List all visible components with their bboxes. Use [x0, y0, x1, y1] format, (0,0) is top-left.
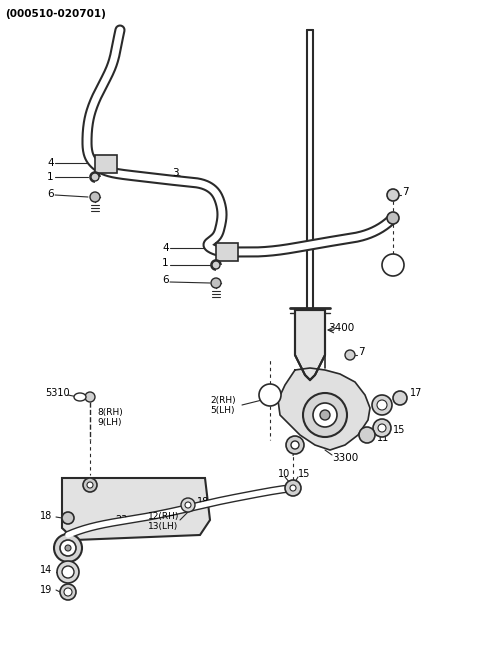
Circle shape: [85, 392, 95, 402]
FancyBboxPatch shape: [216, 243, 238, 261]
Text: 4: 4: [162, 243, 168, 253]
Text: 9(LH): 9(LH): [97, 417, 121, 426]
Circle shape: [212, 261, 220, 269]
Text: 12(RH): 12(RH): [148, 512, 180, 520]
Circle shape: [57, 561, 79, 583]
Circle shape: [62, 566, 74, 578]
Circle shape: [60, 584, 76, 600]
Text: 10: 10: [278, 469, 290, 479]
Text: 1: 1: [47, 172, 54, 182]
Circle shape: [90, 192, 100, 202]
Circle shape: [345, 350, 355, 360]
Circle shape: [64, 588, 72, 596]
Circle shape: [91, 173, 99, 181]
Text: 7: 7: [358, 347, 365, 357]
Text: 6: 6: [47, 189, 54, 199]
Text: 1: 1: [162, 258, 168, 268]
Text: 5310: 5310: [45, 388, 70, 398]
Circle shape: [373, 419, 391, 437]
Circle shape: [60, 540, 76, 556]
Text: 3400: 3400: [328, 323, 354, 333]
Circle shape: [286, 436, 304, 454]
Circle shape: [313, 403, 337, 427]
Circle shape: [83, 478, 97, 492]
Circle shape: [62, 512, 74, 524]
Circle shape: [372, 395, 392, 415]
Text: 11: 11: [377, 433, 389, 443]
Circle shape: [185, 502, 191, 508]
Text: A: A: [267, 390, 273, 400]
Circle shape: [387, 189, 399, 201]
Circle shape: [393, 391, 407, 405]
Circle shape: [387, 212, 399, 224]
Text: A: A: [390, 260, 396, 270]
Circle shape: [259, 384, 281, 406]
Text: 19: 19: [40, 585, 52, 595]
Text: 13(LH): 13(LH): [148, 522, 178, 531]
Circle shape: [303, 393, 347, 437]
Circle shape: [285, 480, 301, 496]
Text: 15: 15: [298, 469, 311, 479]
Circle shape: [378, 424, 386, 432]
Text: 16: 16: [395, 393, 407, 403]
Text: 6: 6: [162, 275, 168, 285]
Ellipse shape: [74, 393, 86, 401]
Circle shape: [181, 498, 195, 512]
Polygon shape: [278, 368, 370, 450]
Polygon shape: [295, 310, 325, 380]
Circle shape: [87, 482, 93, 488]
Text: 17: 17: [410, 388, 422, 398]
Circle shape: [382, 254, 404, 276]
Text: 18: 18: [40, 511, 52, 521]
Text: 15: 15: [393, 425, 406, 435]
Text: 2(RH): 2(RH): [210, 396, 236, 405]
Text: 14: 14: [40, 565, 52, 575]
Circle shape: [320, 410, 330, 420]
Text: 4: 4: [47, 158, 54, 168]
Circle shape: [182, 499, 194, 511]
Text: (000510-020701): (000510-020701): [5, 9, 106, 19]
Text: 8(RH): 8(RH): [97, 407, 123, 417]
Circle shape: [377, 400, 387, 410]
Text: 18: 18: [197, 497, 209, 507]
Circle shape: [65, 545, 71, 551]
Circle shape: [211, 278, 221, 288]
Text: 5(LH): 5(LH): [210, 405, 235, 415]
Text: 7: 7: [402, 187, 408, 197]
Circle shape: [54, 534, 82, 562]
Circle shape: [359, 427, 375, 443]
Circle shape: [290, 485, 296, 491]
Circle shape: [291, 441, 299, 449]
FancyBboxPatch shape: [95, 155, 117, 173]
Text: 3300: 3300: [332, 453, 358, 463]
Polygon shape: [62, 478, 210, 540]
Text: 3: 3: [172, 168, 179, 178]
Text: 23: 23: [115, 515, 127, 525]
